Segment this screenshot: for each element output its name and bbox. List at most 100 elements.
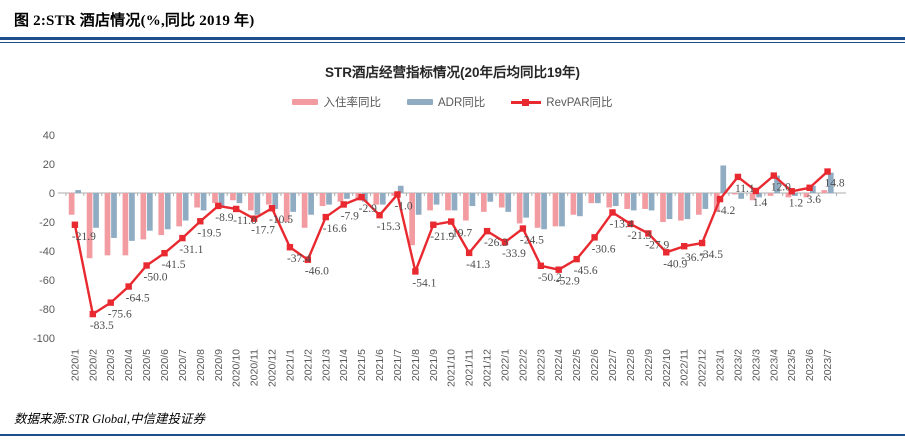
data-label: -40.9 [663,258,687,270]
bar-adr [684,193,691,220]
data-label: -13.4 [610,218,634,230]
bar-adr [182,193,189,221]
bar-occupancy [86,193,93,259]
revpar-point [734,173,742,181]
x-axis-label: 2021/9 [428,349,440,381]
bar-occupancy [248,193,254,211]
bar-occupancy [534,193,541,228]
revpar-point [770,172,777,179]
revpar-point [448,218,455,225]
bar-adr [75,190,81,193]
bar-adr [272,193,279,209]
bar-occupancy [283,193,290,222]
x-axis-label: 2020/6 [159,349,171,381]
data-label: -50.2 [538,272,562,284]
revpar-point [573,255,580,263]
revpar-point [394,191,401,198]
bar-occupancy [230,193,236,201]
x-axis-label: 2022/10 [661,349,673,387]
x-axis-label: 2021/8 [410,349,422,381]
x-axis-label: 2023/2 [732,349,744,381]
bar-adr [702,193,709,209]
revpar-point [107,299,114,306]
legend-label-occupancy: 入住率同比 [323,97,381,109]
data-label: 3.6 [807,194,822,206]
legend-item-occupancy: 入住率同比 [292,94,381,110]
bar-adr [738,193,745,199]
bar-occupancy [552,193,559,227]
revpar-point [430,221,437,228]
revpar-point [215,202,222,210]
revpar-point [788,188,795,195]
data-label: -16.6 [323,223,347,235]
revpar-point [71,221,79,228]
revpar-point [412,268,419,275]
chart-title: STR酒店经营指标情况(20年后均同比19年) [324,65,581,80]
bar-occupancy [767,193,774,196]
data-label: -37.4 [287,253,311,265]
bar-occupancy [409,193,415,246]
revpar-point [806,184,813,191]
bar-occupancy [713,193,720,212]
revpar-point [752,187,760,195]
bar-adr [594,193,601,204]
bar-occupancy [427,193,433,211]
bar-adr [379,193,386,205]
footer-source: 数据来源:STR Global,中信建投证券 [14,412,205,426]
y-axis-label: -100 [33,333,55,345]
bar-occupancy [194,193,200,208]
x-axis-label: 2021/11 [464,349,476,386]
bars-occupancy [68,190,828,259]
bar-adr [810,185,816,193]
revpar-point [358,194,365,201]
revpar-point [591,234,598,241]
y-axis-label: 40 [43,130,55,142]
x-axis-label: 2020/11 [249,349,261,386]
data-label: -15.3 [377,221,401,233]
bar-occupancy [803,193,810,198]
data-label: -75.6 [108,309,132,321]
bar-occupancy [821,190,828,193]
bar-occupancy [463,193,469,221]
revpar-point [627,220,634,228]
legend-label-adr: ADR同比 [437,97,486,109]
x-axis-label: 2022/9 [643,349,655,381]
revpar-point [501,238,509,246]
data-label: -8.9 [215,212,233,224]
revpar-point [376,211,383,219]
x-axis-label: 2023/3 [750,349,762,381]
bars-adr [75,165,834,241]
bar-adr [792,193,798,196]
data-label: -17.7 [251,225,275,237]
data-label: -54.1 [412,277,436,289]
revpar-point [143,262,150,269]
x-axis-label: 2022/11 [679,349,691,386]
x-axis-label: 2023/5 [786,349,798,381]
revpar-point [465,249,473,257]
x-axis-label: 2021/7 [392,349,404,381]
bar-occupancy [606,193,613,208]
bar-adr [362,193,368,202]
revpar-point [89,310,97,318]
bar-occupancy [301,193,308,228]
x-axis-label: 2020/8 [195,349,207,381]
bar-adr [720,165,727,193]
x-axis-label: 2021/3 [320,349,332,381]
data-label: -7.9 [341,210,359,222]
bar-occupancy [696,193,702,215]
bar-adr [111,193,117,238]
bar-adr [469,193,476,207]
revpar-point [555,266,562,273]
x-axis-label: 2022/12 [697,349,709,387]
x-axis-label: 2021/5 [356,349,368,381]
revpar-point [179,234,186,242]
bar-occupancy [68,193,75,215]
y-axis: 40 20 0 -20 -40 -60 -80 -100 [33,130,55,345]
x-axis-label: 2020/2 [87,349,99,381]
bar-adr [236,193,243,204]
x-axis-label: 2020/10 [231,349,243,387]
revpar-point [250,215,258,222]
legend-item-revpar: RevPAR同比 [511,94,613,110]
data-label: -27.9 [645,239,669,251]
